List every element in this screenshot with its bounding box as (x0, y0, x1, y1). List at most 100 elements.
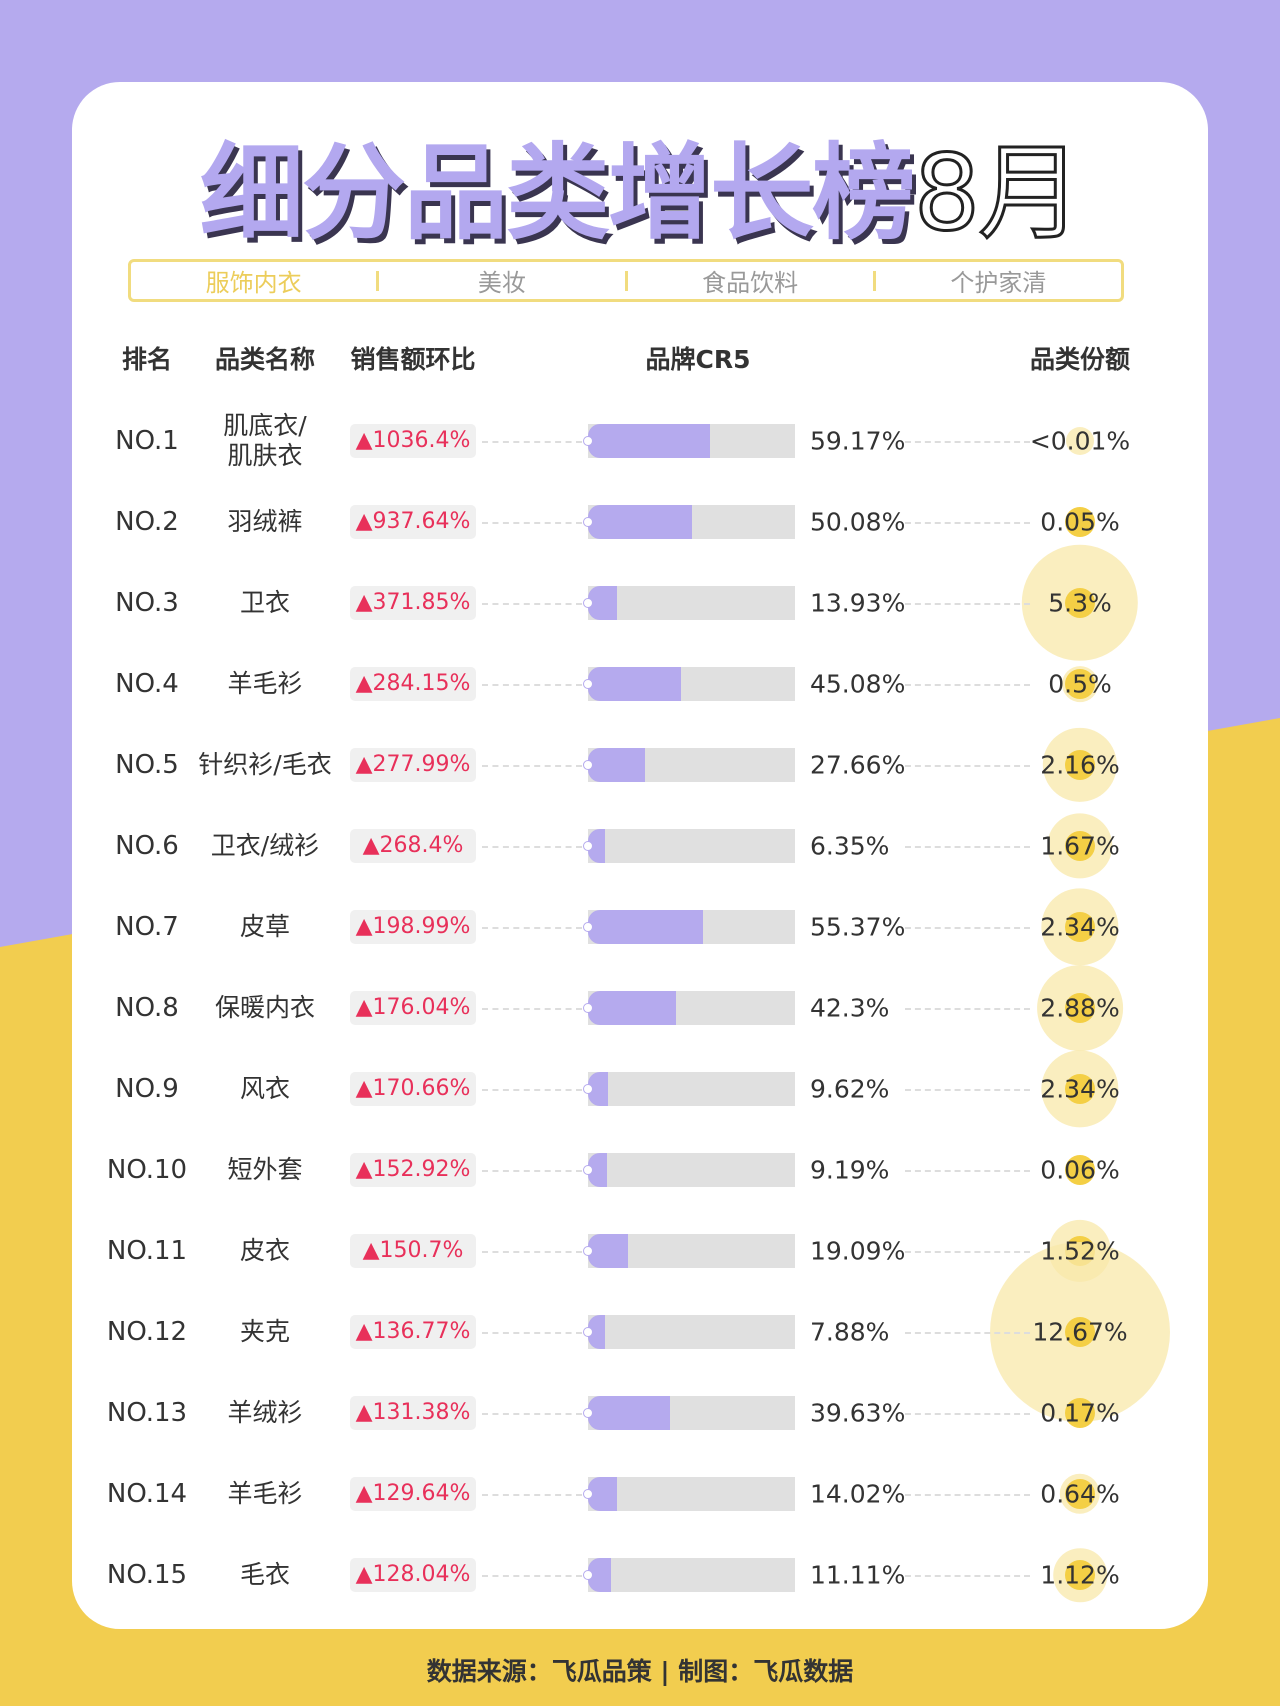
share-value: 1.12% (1040, 1560, 1120, 1590)
tab-divider (872, 270, 876, 291)
bar-knob (583, 1489, 593, 1499)
share-value: 2.34% (1040, 912, 1120, 942)
dashed-connector (905, 765, 1030, 767)
table-row: NO.10 短外套 ▲152.92% 9.19% 0.06% (0, 1140, 1280, 1200)
bar-knob (583, 1246, 593, 1256)
bar-knob (583, 922, 593, 932)
share-value: 5.3% (1048, 588, 1112, 618)
rank-label: NO.11 (106, 1236, 188, 1266)
dashed-connector (905, 846, 1030, 848)
rank-label: NO.2 (115, 507, 179, 537)
tab-beauty[interactable]: 美妆 (477, 269, 526, 297)
cr5-bar-fill (588, 1072, 608, 1106)
table-row: NO.3 卫衣 ▲371.85% 13.93% 5.3% (0, 573, 1280, 633)
dashed-connector (482, 846, 582, 848)
cr5-bar (583, 1072, 795, 1106)
tab-food[interactable]: 食品饮料 (702, 269, 799, 297)
category-name: 风衣 (239, 1074, 291, 1103)
footer-source: 数据来源：飞瓜品策 | 制图：飞瓜数据 (426, 1657, 854, 1686)
share-value: 1.67% (1040, 831, 1120, 861)
category-name: 羊毛衫 (227, 1479, 303, 1508)
dashed-connector (905, 1494, 1030, 1496)
cr5-bar-fill (588, 424, 711, 458)
bar-knob (583, 436, 593, 446)
growth-badge: ▲371.85% (350, 586, 476, 620)
category-name: 短外套 (227, 1155, 303, 1184)
cr5-value: 9.62% (810, 1074, 890, 1104)
cr5-value: 55.37% (810, 912, 906, 942)
tab-apparel[interactable]: 服饰内衣 (205, 269, 302, 297)
cr5-bar (583, 586, 795, 620)
rank-label: NO.6 (115, 831, 179, 861)
cr5-bar-fill (588, 748, 646, 782)
header-cr5: 品牌CR5 (645, 345, 751, 374)
share-dot (1065, 1479, 1095, 1509)
rank-label: NO.4 (115, 669, 179, 699)
cr5-bar-fill (588, 667, 682, 701)
bar-knob (583, 1003, 593, 1013)
dashed-connector (482, 1494, 582, 1496)
cr5-bar (583, 424, 795, 458)
cr5-bar (583, 1234, 795, 1268)
bar-knob (583, 1327, 593, 1337)
cr5-bar (583, 829, 795, 863)
cr5-bar-fill (588, 1234, 628, 1268)
category-tabs: 服饰内衣 美妆 食品饮料 个护家清 (128, 259, 1124, 302)
share-value: 12.67% (1032, 1317, 1128, 1347)
cr5-bar (583, 505, 795, 539)
share-dot (1065, 1074, 1095, 1104)
dashed-connector (482, 1575, 582, 1577)
bar-knob (583, 760, 593, 770)
share-value: <0.01% (1029, 426, 1131, 456)
cr5-bar-fill (588, 829, 605, 863)
table-row: NO.13 羊绒衫 ▲131.38% 39.63% 0.17% (0, 1383, 1280, 1443)
growth-badge: ▲268.4% (350, 829, 476, 863)
share-value: 0.06% (1040, 1155, 1120, 1185)
dashed-connector (482, 1251, 582, 1253)
dashed-connector (905, 1170, 1030, 1172)
dashed-connector (905, 1008, 1030, 1010)
dashed-connector (482, 1332, 582, 1334)
dashed-connector (482, 684, 582, 686)
share-value: 2.34% (1040, 1074, 1120, 1104)
growth-badge: ▲131.38% (350, 1396, 476, 1430)
cr5-bar-fill (588, 1396, 671, 1430)
bar-knob (583, 1084, 593, 1094)
share-value: 0.5% (1048, 669, 1112, 699)
rank-label: NO.5 (115, 750, 179, 780)
growth-badge: ▲198.99% (350, 910, 476, 944)
category-name: 毛衣 (239, 1560, 291, 1589)
growth-badge: ▲150.7% (350, 1234, 476, 1268)
header-share: 品类份额 (1029, 345, 1131, 374)
category-name: 羽绒裤 (227, 507, 303, 536)
bar-knob (583, 598, 593, 608)
growth-badge: ▲277.99% (350, 748, 476, 782)
rank-label: NO.12 (106, 1317, 188, 1347)
cr5-bar-fill (588, 1153, 608, 1187)
cr5-bar (583, 1558, 795, 1592)
growth-badge: ▲136.77% (350, 1315, 476, 1349)
month-label: 8月 (912, 131, 1083, 256)
rank-label: NO.9 (115, 1074, 179, 1104)
tab-divider (624, 270, 628, 291)
category-name: 羊绒衫 (227, 1398, 303, 1427)
tab-personal-care[interactable]: 个护家清 (950, 269, 1047, 297)
table-row: NO.12 夹克 ▲136.77% 7.88% 12.67% (0, 1302, 1280, 1362)
growth-badge: ▲176.04% (350, 991, 476, 1025)
dashed-connector (482, 522, 582, 524)
growth-badge: ▲128.04% (350, 1558, 476, 1592)
share-value: 1.52% (1040, 1236, 1120, 1266)
share-dot (1065, 1155, 1095, 1185)
share-dot (1065, 669, 1095, 699)
category-name: 针织衫/毛衣 (198, 750, 332, 779)
share-value: 0.64% (1040, 1479, 1120, 1509)
dashed-connector (905, 1089, 1030, 1091)
cr5-value: 9.19% (810, 1155, 890, 1185)
rank-label: NO.13 (106, 1398, 188, 1428)
cr5-value: 27.66% (810, 750, 906, 780)
cr5-value: 6.35% (810, 831, 890, 861)
bar-knob (583, 517, 593, 527)
table-row: NO.6 卫衣/绒衫 ▲268.4% 6.35% 1.67% (0, 816, 1280, 876)
rank-label: NO.3 (115, 588, 179, 618)
category-name: 皮衣 (239, 1236, 291, 1265)
